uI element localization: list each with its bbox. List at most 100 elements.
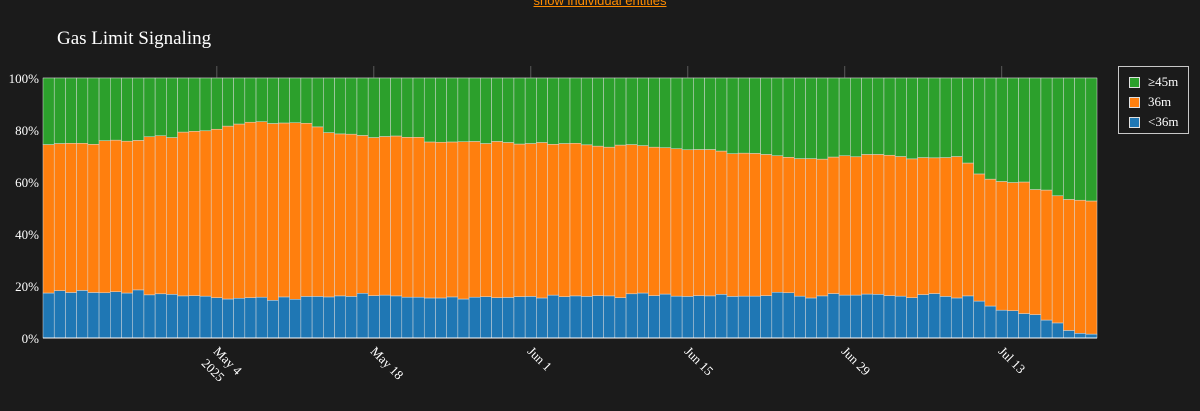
- bar-segment-series-0: [255, 296, 268, 339]
- bar-segment-series-1: [547, 144, 560, 296]
- bar-segment-series-0: [76, 290, 89, 339]
- bar-segment-series-1: [726, 153, 739, 297]
- legend-item-ge45m[interactable]: ≥45m: [1129, 72, 1188, 92]
- bar-segment-series-0: [737, 295, 750, 339]
- bar-segment-series-1: [345, 133, 358, 297]
- bar-segment-series-1: [468, 141, 481, 298]
- bar-segment-series-1: [1085, 200, 1098, 335]
- y-tick-label: 60%: [15, 175, 39, 190]
- bar-segment-series-0: [715, 294, 728, 339]
- bar-segment-series-2: [267, 77, 279, 124]
- y-tick-label: 40%: [15, 227, 39, 242]
- bar-segment-series-2: [1007, 77, 1019, 183]
- bar-segment-series-2: [614, 77, 627, 146]
- bar-segment-series-1: [648, 146, 660, 296]
- bar-segment-series-1: [300, 122, 313, 297]
- bar-segment-series-2: [670, 77, 683, 149]
- bar-segment-series-1: [435, 141, 447, 299]
- show-individual-entities-link[interactable]: show individual entities: [533, 0, 667, 8]
- bar-segment-series-1: [659, 147, 672, 295]
- bar-segment-series-2: [906, 77, 918, 160]
- bar-segment-series-2: [1063, 77, 1075, 200]
- bar-segment-series-1: [850, 156, 862, 296]
- bar-segment-series-0: [580, 296, 593, 339]
- bar-segment-series-1: [872, 154, 885, 295]
- bar-segment-series-1: [592, 145, 604, 296]
- bar-segment-series-2: [592, 77, 604, 147]
- bar-segment-series-0: [401, 296, 414, 339]
- bar-segment-series-2: [894, 77, 907, 157]
- bar-segment-series-1: [603, 146, 616, 297]
- bar-segment-series-0: [625, 293, 638, 339]
- bar-segment-series-0: [457, 298, 470, 339]
- bar-segment-series-2: [737, 77, 750, 154]
- bar-segment-series-0: [760, 295, 773, 339]
- legend-label-lt36m: <36m: [1148, 114, 1179, 129]
- bar-segment-series-0: [962, 295, 974, 339]
- bar-segment-series-1: [121, 140, 133, 294]
- bar-segment-series-2: [323, 77, 335, 133]
- legend-label-ge45m: ≥45m: [1148, 74, 1179, 89]
- bar-segment-series-0: [513, 296, 526, 339]
- bar-segment-series-1: [289, 122, 302, 300]
- bar-segment-series-1: [154, 135, 167, 295]
- bar-segment-series-1: [1029, 189, 1042, 315]
- bar-segment-series-0: [222, 298, 234, 339]
- bar-segment-series-0: [367, 295, 380, 339]
- bar-segment-series-0: [569, 295, 582, 339]
- bar-segment-series-0: [210, 297, 223, 339]
- y-tick-label: 20%: [15, 279, 39, 294]
- bar-segment-series-2: [850, 77, 862, 158]
- legend-item-36m[interactable]: 36m: [1129, 92, 1188, 112]
- bar-segment-series-1: [771, 155, 784, 293]
- bar-segment-series-0: [872, 294, 885, 339]
- bar-segment-series-1: [950, 156, 963, 299]
- bar-segment-series-2: [681, 77, 694, 151]
- bar-segment-series-1: [782, 157, 795, 294]
- bar-segment-series-0: [592, 295, 604, 339]
- bar-segment-series-0: [894, 295, 907, 339]
- bar-segment-series-0: [42, 292, 55, 339]
- bar-segment-series-0: [749, 295, 761, 339]
- y-tick-label: 80%: [15, 123, 39, 138]
- bar-segment-series-0: [704, 295, 717, 339]
- bar-segment-series-2: [300, 77, 313, 124]
- bar-segment-series-0: [984, 305, 997, 339]
- bar-segment-series-0: [1063, 330, 1075, 339]
- bar-segment-series-2: [345, 77, 358, 135]
- bar-segment-series-1: [749, 153, 761, 297]
- bar-segment-series-1: [737, 152, 750, 297]
- bar-segment-series-1: [513, 143, 526, 297]
- legend: ≥45m 36m <36m: [1118, 66, 1189, 134]
- bar-segment-series-1: [356, 135, 369, 294]
- legend-item-lt36m[interactable]: <36m: [1129, 112, 1188, 132]
- bar-segment-series-0: [311, 296, 324, 339]
- y-tick-label: 0%: [22, 331, 40, 346]
- bar-segment-series-0: [1007, 310, 1019, 339]
- bar-segment-series-1: [423, 141, 436, 299]
- bars-layer: [42, 77, 1098, 339]
- bar-segment-series-0: [289, 299, 302, 339]
- bar-segment-series-0: [794, 295, 806, 339]
- y-tick-label: 100%: [9, 71, 40, 86]
- bar-segment-series-1: [917, 157, 930, 295]
- bar-segment-series-0: [379, 294, 391, 339]
- bar-segment-series-2: [468, 77, 481, 142]
- bar-segment-series-2: [536, 77, 548, 143]
- bar-segment-series-2: [1085, 77, 1098, 202]
- bar-segment-series-1: [838, 155, 851, 296]
- bar-segment-series-1: [1051, 195, 1064, 324]
- bar-segment-series-2: [973, 77, 986, 175]
- bar-segment-series-1: [334, 133, 346, 297]
- bar-segment-series-2: [1051, 77, 1064, 197]
- x-tick-label: Jun 1: [525, 344, 555, 374]
- bar-segment-series-1: [379, 136, 391, 296]
- bar-segment-series-0: [98, 292, 111, 339]
- bar-segment-series-0: [121, 292, 133, 339]
- bar-segment-series-1: [681, 149, 694, 297]
- bar-segment-series-2: [289, 77, 302, 123]
- bar-segment-series-2: [76, 77, 89, 144]
- bar-segment-series-2: [502, 77, 515, 143]
- bar-segment-series-0: [861, 293, 873, 339]
